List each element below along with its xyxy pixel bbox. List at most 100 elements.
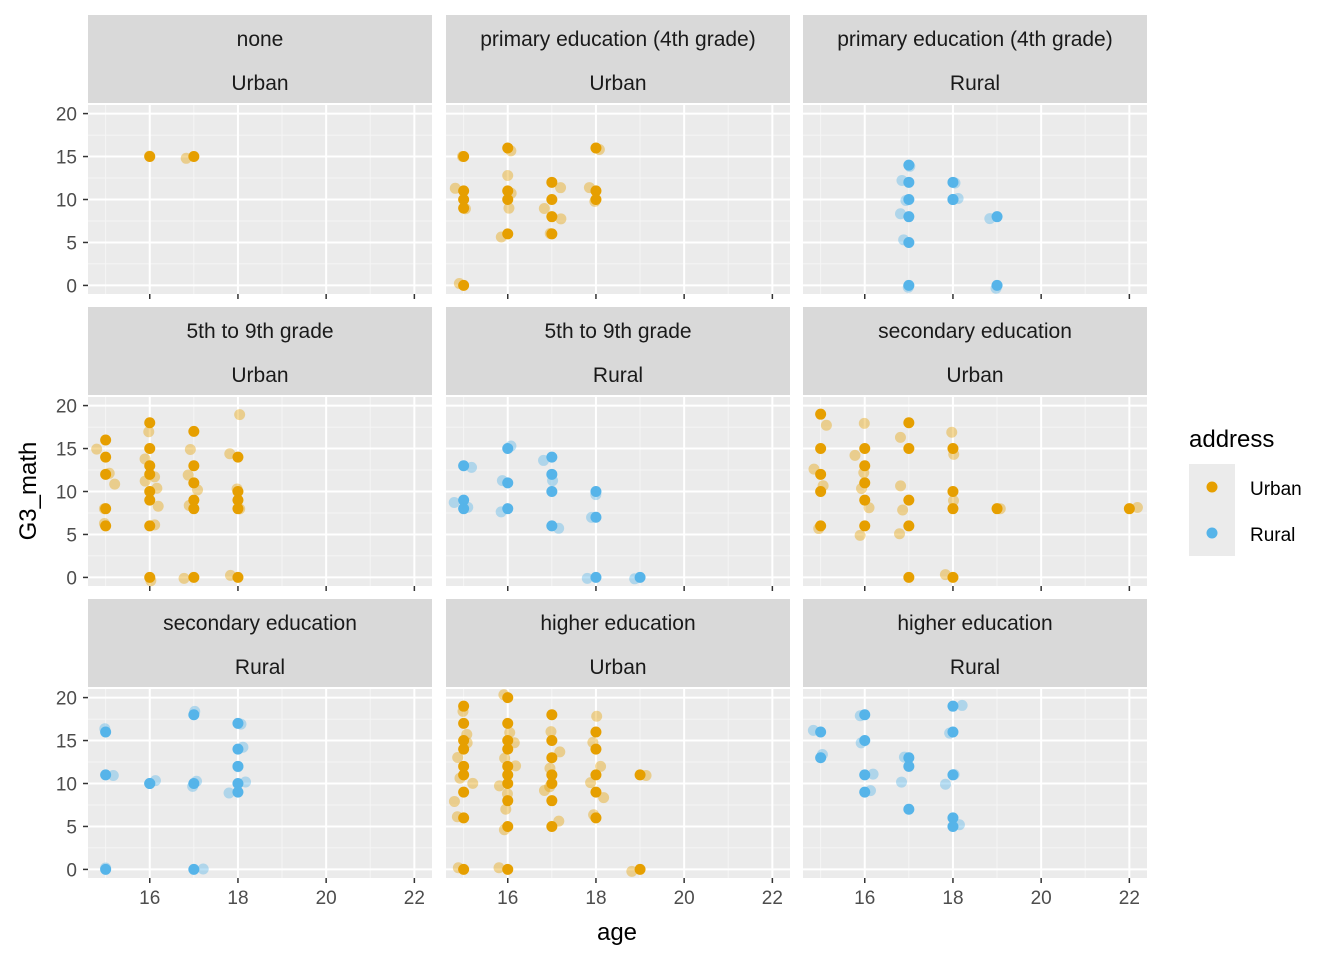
- x-tick-label: 22: [1119, 888, 1140, 909]
- data-point: [947, 726, 959, 738]
- data-point: [502, 228, 514, 240]
- data-point: [237, 741, 249, 753]
- x-tick-label: 16: [139, 888, 160, 909]
- data-point: [448, 496, 460, 508]
- data-point: [546, 468, 558, 480]
- data-point: [143, 426, 155, 438]
- data-point: [451, 811, 463, 823]
- data-point: [591, 710, 603, 722]
- data-point: [815, 486, 827, 497]
- data-point: [458, 151, 470, 163]
- data-point: [502, 743, 514, 755]
- data-point: [232, 571, 244, 583]
- data-point: [947, 503, 959, 515]
- data-point: [865, 785, 877, 797]
- data-point: [235, 718, 247, 730]
- data-point: [232, 717, 244, 729]
- data-point: [98, 503, 110, 515]
- data-point: [947, 194, 959, 205]
- data-point: [947, 486, 959, 497]
- data-point: [502, 477, 514, 489]
- data-point: [903, 520, 915, 532]
- data-point: [502, 170, 514, 182]
- data-point: [859, 735, 871, 747]
- data-point: [546, 735, 558, 747]
- data-point: [458, 194, 470, 205]
- facet-strip: [803, 15, 1147, 103]
- data-point: [91, 443, 103, 455]
- facet-strip-label: secondary education: [163, 612, 357, 635]
- data-point: [859, 443, 871, 455]
- data-point: [145, 575, 157, 587]
- facet-strip-label: higher education: [540, 612, 695, 635]
- data-point: [458, 279, 470, 291]
- y-tick-label: 5: [66, 525, 77, 546]
- data-point: [626, 865, 638, 877]
- data-point: [859, 460, 871, 472]
- data-point: [903, 279, 915, 291]
- legend-key-urban: [1206, 481, 1218, 493]
- data-point: [232, 778, 244, 789]
- data-point: [859, 520, 871, 532]
- data-point: [947, 769, 959, 781]
- data-point: [232, 761, 244, 773]
- data-point: [100, 726, 112, 738]
- data-point: [948, 448, 960, 460]
- facet-strip: [803, 599, 1147, 687]
- data-point: [816, 749, 828, 761]
- data-point: [144, 417, 156, 429]
- data-point: [547, 475, 559, 487]
- data-point: [859, 786, 871, 798]
- y-tick-label: 0: [66, 276, 77, 297]
- data-point: [98, 518, 110, 530]
- facet-strip: [88, 599, 432, 687]
- data-point: [867, 768, 879, 780]
- y-axis-title: G3_math: [15, 442, 42, 541]
- data-point: [956, 699, 968, 711]
- facet-panel: 5th to 9th grade Urban 0 5 10 15 20: [56, 307, 432, 591]
- data-point: [593, 143, 605, 155]
- facet-strip-label: Urban: [946, 364, 1003, 387]
- data-point: [815, 408, 827, 420]
- data-point: [896, 776, 908, 788]
- facet-strip-label: secondary education: [878, 320, 1072, 343]
- data-point: [184, 444, 196, 456]
- data-point: [858, 417, 870, 429]
- data-point: [458, 760, 470, 772]
- data-point: [590, 786, 602, 798]
- data-point: [544, 228, 556, 240]
- data-point: [903, 760, 915, 772]
- data-point: [494, 780, 506, 792]
- data-point: [224, 448, 236, 460]
- data-point: [991, 503, 1003, 515]
- data-point: [232, 486, 244, 497]
- data-point: [502, 194, 514, 205]
- data-point: [947, 176, 959, 188]
- data-point: [188, 571, 200, 583]
- data-point: [856, 483, 868, 495]
- x-tick-label: 18: [227, 888, 248, 909]
- data-point: [807, 724, 819, 736]
- data-point: [863, 502, 875, 514]
- data-point: [897, 504, 909, 516]
- y-tick-label: 0: [66, 860, 77, 881]
- data-point: [947, 812, 959, 824]
- data-point: [109, 478, 121, 490]
- data-point: [895, 208, 907, 220]
- data-point: [546, 228, 558, 240]
- y-tick-label: 15: [56, 148, 77, 169]
- facet-strip: [446, 15, 790, 103]
- facet-strip-label: primary education (4th grade): [480, 28, 755, 51]
- data-point: [452, 752, 464, 764]
- data-point: [590, 726, 602, 738]
- data-point: [903, 176, 915, 188]
- x-tick-label: 18: [585, 888, 606, 909]
- data-point: [903, 443, 915, 455]
- data-point: [546, 769, 558, 781]
- data-point: [448, 795, 460, 807]
- data-point: [546, 709, 558, 721]
- facet-panel: primary education (4th grade) Urban: [446, 15, 790, 299]
- data-point: [903, 752, 915, 764]
- facet-strip-label: 5th to 9th grade: [186, 320, 333, 343]
- data-point: [903, 159, 915, 171]
